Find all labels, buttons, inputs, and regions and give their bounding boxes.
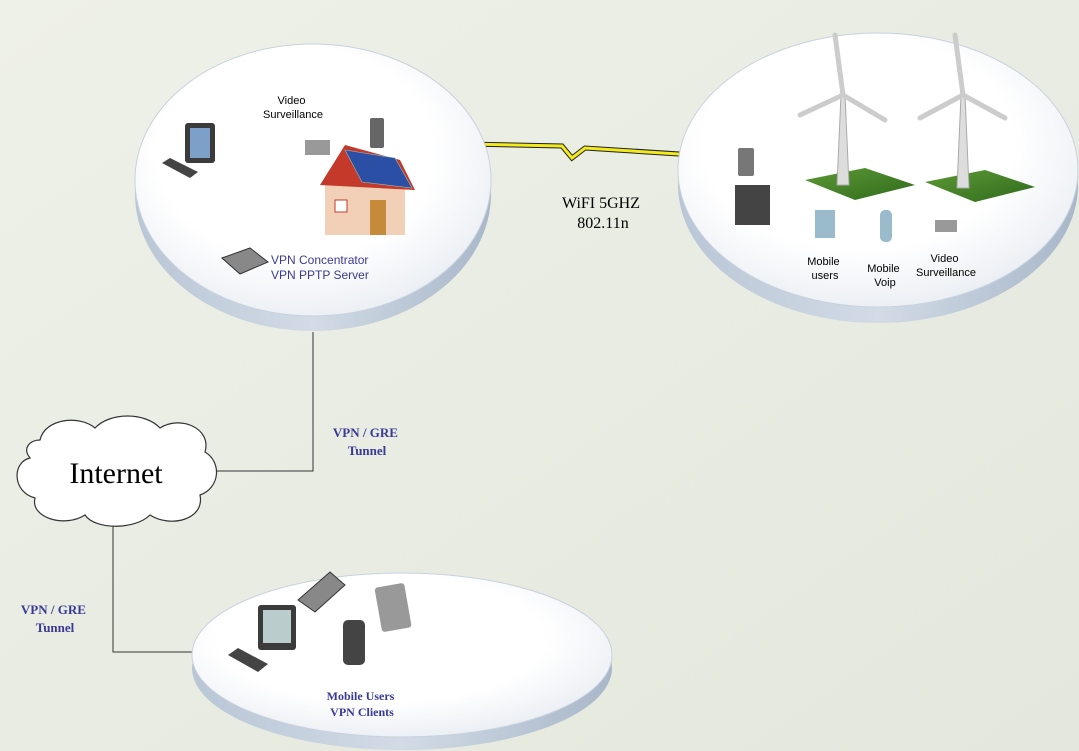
label-line: Tunnel [348,443,387,458]
label-line: Mobile [807,256,839,268]
label-line: 802.11n [577,215,628,232]
label-line: VPN Clients [330,705,394,719]
label-line: Surveillance [916,267,976,279]
server-label: VPN Concentrator VPN PPTP Server [271,253,372,282]
label-line: Voip [874,277,895,289]
label-line: Video [931,253,959,265]
label-line: Mobile Users [327,689,395,703]
label-line: Mobile [867,263,899,275]
site-platform [135,44,491,331]
diagram: Video Surveillance VPN Concentrator VPN … [0,0,1079,751]
internet-label: Internet [69,457,163,490]
label-line: VPN / GRE [333,425,398,440]
label-line: Video [278,95,306,107]
label-line: VPN Concentrator [271,253,368,267]
label-line: WiFI 5GHZ [562,195,640,212]
label-line: Surveillance [263,109,323,121]
label-line: Tunnel [36,620,75,635]
label-line: VPN / GRE [21,602,86,617]
label-line: VPN PPTP Server [271,268,369,282]
label-line: users [812,270,839,282]
